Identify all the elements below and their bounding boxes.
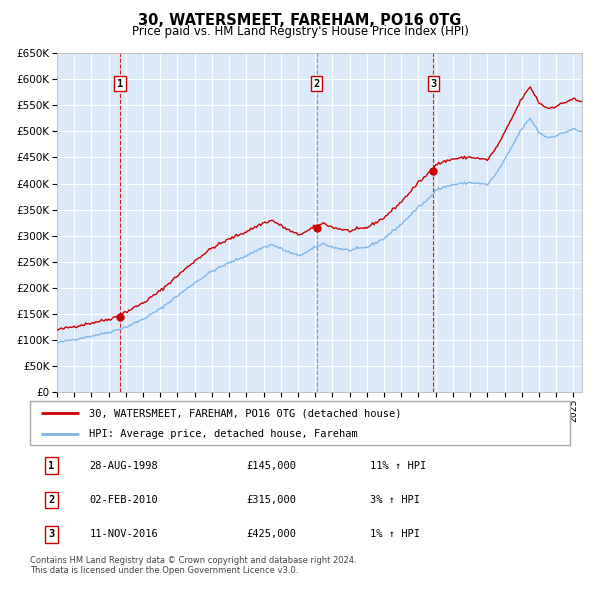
Text: 2: 2 (49, 495, 55, 505)
FancyBboxPatch shape (30, 401, 570, 445)
Text: 3: 3 (49, 529, 55, 539)
Text: 30, WATERSMEET, FAREHAM, PO16 0TG (detached house): 30, WATERSMEET, FAREHAM, PO16 0TG (detac… (89, 408, 402, 418)
Text: 30, WATERSMEET, FAREHAM, PO16 0TG: 30, WATERSMEET, FAREHAM, PO16 0TG (139, 13, 461, 28)
Text: 3: 3 (430, 78, 436, 88)
Text: 28-AUG-1998: 28-AUG-1998 (89, 461, 158, 471)
Text: £425,000: £425,000 (246, 529, 296, 539)
Text: 1% ↑ HPI: 1% ↑ HPI (370, 529, 420, 539)
Text: 11-NOV-2016: 11-NOV-2016 (89, 529, 158, 539)
Text: 3% ↑ HPI: 3% ↑ HPI (370, 495, 420, 505)
Text: 1: 1 (117, 78, 123, 88)
Text: 02-FEB-2010: 02-FEB-2010 (89, 495, 158, 505)
Text: HPI: Average price, detached house, Fareham: HPI: Average price, detached house, Fare… (89, 428, 358, 438)
Text: Contains HM Land Registry data © Crown copyright and database right 2024.
This d: Contains HM Land Registry data © Crown c… (30, 556, 356, 575)
Text: 11% ↑ HPI: 11% ↑ HPI (370, 461, 427, 471)
Text: Price paid vs. HM Land Registry's House Price Index (HPI): Price paid vs. HM Land Registry's House … (131, 25, 469, 38)
Text: £315,000: £315,000 (246, 495, 296, 505)
Text: 1: 1 (49, 461, 55, 471)
Text: 2: 2 (314, 78, 320, 88)
Text: £145,000: £145,000 (246, 461, 296, 471)
